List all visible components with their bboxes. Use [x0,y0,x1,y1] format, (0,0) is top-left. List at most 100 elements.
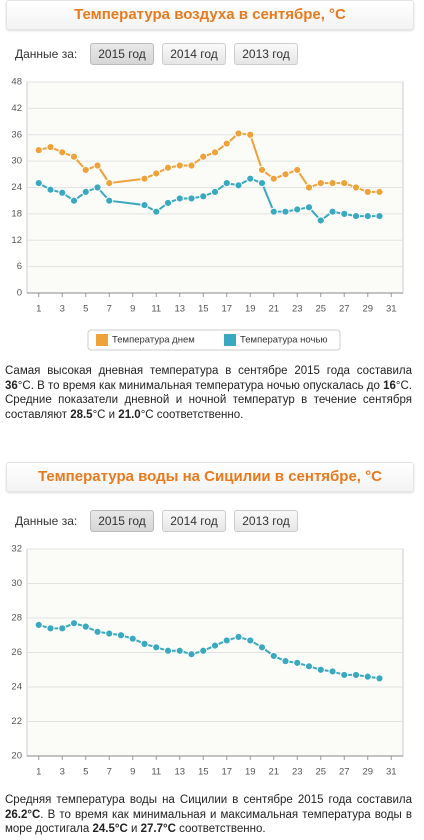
year-button[interactable]: 2014 год [162,510,226,532]
x-tick-label: 5 [83,767,88,778]
x-tick-label: 19 [245,304,256,315]
point [187,161,196,170]
point [328,179,337,188]
point [257,165,267,175]
point [69,152,79,161]
x-tick-label: 7 [107,767,112,778]
point [222,636,231,645]
point [199,646,208,655]
point [363,211,372,221]
point [222,139,231,148]
point [187,194,196,203]
text: °C. В то время как минимальная температу… [17,379,384,392]
point [140,639,149,648]
point [257,643,267,652]
bold-value: 21.0 [118,408,141,421]
point [316,216,325,225]
legend-box [87,329,341,351]
point [58,188,67,197]
bold-value: 26.2°C [5,808,41,821]
x-tick-label: 13 [174,304,185,315]
y-tick-label: 26 [11,647,22,658]
x-tick-label: 27 [339,767,350,778]
point [128,634,137,643]
point [269,207,278,216]
point [222,179,231,188]
legend-label[interactable]: Температура ночью [240,335,328,346]
x-tick-label: 29 [362,304,373,315]
year-button[interactable]: 2013 год [234,510,298,532]
point [316,665,325,674]
text: Средняя температура воды на Сицилии в се… [5,794,412,806]
point [340,670,349,680]
point [199,152,208,161]
year-button[interactable]: 2015 год [90,43,154,65]
year-button[interactable]: 2013 год [234,43,298,65]
point [152,169,161,178]
point [93,161,102,170]
series-line [38,132,380,193]
point [316,179,325,188]
x-tick-label: 5 [83,304,88,315]
paragraph: Средняя температура воды на Сицилии в се… [5,793,412,837]
point [246,174,255,183]
y-tick-label: 12 [11,235,22,246]
point [328,667,337,676]
legend-label[interactable]: Температура днем [112,335,195,346]
series-line [38,177,380,222]
point [69,196,79,205]
text: °C. Средние показатели дневной и ночной … [5,379,412,421]
year-button[interactable]: 2015 год [90,510,154,532]
point [105,196,114,205]
y-tick-label: 30 [11,156,22,167]
point [34,179,43,188]
point [46,142,55,152]
point [81,187,90,196]
point [46,185,55,194]
x-tick-label: 27 [339,304,350,315]
point [140,200,149,210]
y-tick-label: 24 [11,182,22,193]
y-tick-label: 20 [11,751,22,762]
x-tick-label: 15 [198,767,209,778]
bold-value: 24.5°C [92,823,128,835]
point [246,636,255,645]
x-tick-label: 1 [36,767,41,778]
point [175,161,184,170]
bold-value: 16 [383,379,396,392]
bold-value: 27.7°C [140,823,176,835]
x-tick-label: 9 [130,304,135,315]
point [199,192,208,201]
point [293,205,302,214]
y-tick-label: 0 [17,288,22,299]
text: °C и [92,408,119,421]
point [58,624,67,633]
point [34,146,43,155]
year-button[interactable]: 2014 год [162,43,226,65]
point [363,672,372,681]
text: . В то время как минимальная и максималь… [5,808,412,836]
point [363,187,372,196]
point [152,643,161,652]
point [163,198,173,207]
x-tick-label: 21 [268,304,279,315]
point [304,203,314,212]
point [93,183,102,192]
legend-swatch[interactable] [96,334,108,346]
x-tick-label: 25 [315,767,326,778]
point [210,187,220,196]
point [105,179,114,188]
point [269,651,278,661]
bold-value: 28.5 [70,408,93,421]
point [140,174,149,183]
point [351,211,361,221]
x-tick-label: 23 [292,767,303,778]
y-tick-label: 32 [11,544,22,555]
legend-swatch[interactable] [224,334,236,346]
x-tick-label: 17 [221,767,232,778]
x-tick-label: 15 [198,304,209,315]
point [281,170,290,179]
x-tick-label: 7 [107,304,112,315]
